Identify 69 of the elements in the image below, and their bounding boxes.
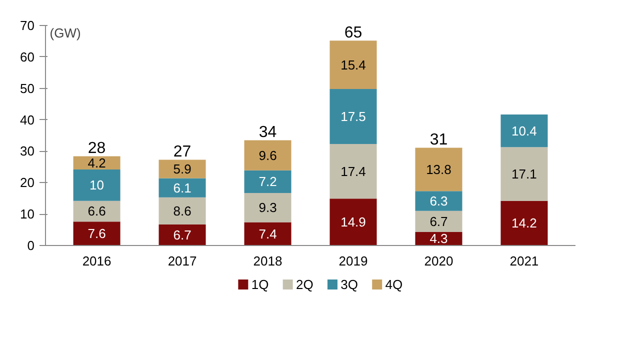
x-tick-label: 2021 [510,254,539,268]
data-label: 7.2 [258,174,277,190]
y-tick-label: 10 [20,206,35,222]
bar [415,210,462,232]
data-label: 4.3 [430,231,448,246]
data-label: 6.1 [173,180,192,196]
y-tick-label: 70 [20,18,35,33]
data-label: 10 [90,178,104,193]
legend-label: 4Q [385,277,403,292]
bar [500,200,548,246]
bar [73,156,120,170]
data-label: 17.1 [512,166,537,182]
bar [244,170,292,194]
x-tick-label: 2017 [168,254,197,268]
data-label: 5.9 [173,161,192,176]
data-label: 7.6 [88,226,106,242]
bar [158,224,206,246]
y-axis-title: (GW) [50,26,81,40]
bar [158,197,206,224]
data-label: 8.6 [173,203,192,218]
bar [330,88,377,144]
x-tick-label: 2016 [82,254,112,268]
bar [158,178,206,198]
total-label: 34 [258,124,277,142]
bar [73,169,120,201]
data-label: 4.2 [88,155,106,170]
total-label: 65 [344,24,362,42]
total-label: 27 [173,144,192,161]
bar [244,193,292,222]
bar [415,191,462,211]
data-label: 14.9 [340,214,366,230]
bar [500,147,548,201]
data-label: 6.3 [430,194,448,209]
y-tick-label: 50 [20,80,35,96]
bar [500,114,548,148]
y-tick-label: 60 [20,49,35,64]
bar [158,160,206,178]
bar [330,198,377,246]
bar [73,222,120,246]
total-label: 28 [88,140,106,158]
bar [330,40,377,89]
bar [330,144,377,199]
data-label: 17.4 [340,164,366,179]
data-label: 6.7 [430,214,448,229]
data-label: 6.6 [88,204,106,219]
x-tick-label: 2019 [338,254,368,268]
legend-label: 1Q [251,277,269,292]
data-label: 13.8 [426,162,452,177]
y-tick-label: 0 [27,238,35,253]
bar [244,140,292,170]
data-label: 17.5 [340,108,366,124]
y-tick-label: 40 [20,112,35,128]
data-label: 14.2 [512,216,537,231]
data-label: 9.6 [258,148,277,163]
bar [244,222,292,246]
data-label: 15.4 [340,57,366,72]
y-tick-label: 30 [20,144,35,159]
x-tick-label: 2020 [424,254,454,268]
y-tick-label: 20 [20,175,35,190]
data-label: 10.4 [512,123,537,138]
total-label: 31 [430,132,448,149]
data-label: 9.3 [258,200,277,216]
legend-label: 3Q [340,277,358,292]
data-label: 7.4 [258,226,277,242]
bar [73,200,120,222]
data-label: 6.7 [173,227,192,242]
bar [415,148,462,192]
x-tick-label: 2018 [253,254,282,268]
legend-label: 2Q [296,277,314,292]
